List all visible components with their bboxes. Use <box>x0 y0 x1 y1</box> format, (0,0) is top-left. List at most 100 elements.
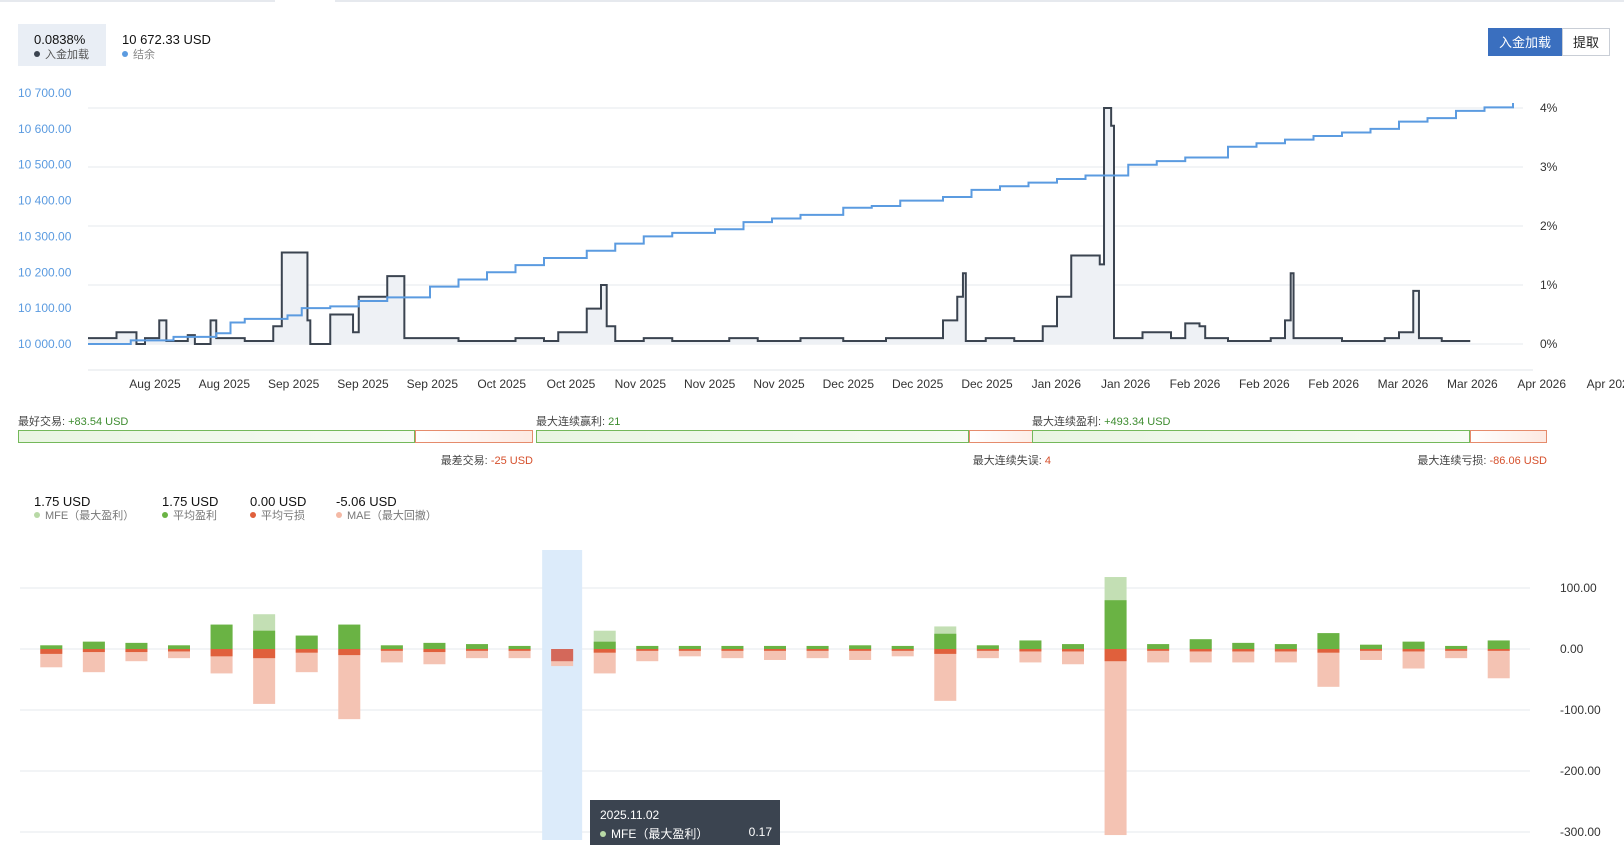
legend-value: 1.75 USD <box>162 494 219 509</box>
mae-bar <box>1189 649 1212 663</box>
loss-bar <box>338 649 361 656</box>
y-left-tick: 10 000.00 <box>18 337 72 351</box>
y-right-tick: 1% <box>1540 278 1558 292</box>
balance-label: 结余 <box>133 49 155 61</box>
mae-bar <box>338 649 361 720</box>
win-bar <box>1104 600 1127 649</box>
tooltip-row: MFE（最大盈利） 0.17 <box>600 825 772 842</box>
legend-dot-icon <box>336 512 342 518</box>
win-bar <box>253 630 276 649</box>
legend-label: 平均亏损 <box>261 510 305 522</box>
mae-bar <box>423 649 446 665</box>
loss-bar <box>764 649 786 651</box>
tooltip-value: 0.17 <box>748 825 772 839</box>
mae-bar <box>891 649 914 657</box>
load-value: 0.0838% <box>34 32 86 47</box>
loss-bar <box>1487 649 1510 651</box>
load-label: 入金加载 <box>45 49 89 61</box>
win-bar <box>423 642 446 649</box>
metric-top-text: 最大连续盈利: <box>1032 416 1102 428</box>
x-tick-label: Nov 2025 <box>684 377 736 391</box>
load-stat[interactable]: 0.0838% 入金加载 <box>18 24 106 66</box>
win-bar <box>593 641 616 649</box>
metric-bar-bad <box>1470 430 1547 443</box>
mae-bar <box>1232 649 1255 663</box>
metric-bottom-value: 4 <box>1044 455 1051 467</box>
metric-bar <box>18 430 533 443</box>
y-right-tick: 4% <box>1540 101 1558 115</box>
loss-bar <box>1360 649 1382 651</box>
loss-bar <box>806 649 829 651</box>
y-left-tick: 10 100.00 <box>18 301 72 315</box>
win-bar <box>295 635 318 649</box>
bar-y-tick: 100.00 <box>1560 581 1597 595</box>
mae-bar <box>636 649 659 662</box>
mae-bar <box>976 649 999 659</box>
balance-stat[interactable]: 10 672.33 USD 结余 <box>106 24 236 66</box>
x-tick-label: Oct 2025 <box>547 377 596 391</box>
legend-item[interactable]: 0.00 USD 平均亏损 <box>250 494 306 523</box>
loss-bar <box>551 649 574 662</box>
legend-dot-icon <box>34 512 40 518</box>
win-bar <box>125 642 148 649</box>
x-tick-label: Sep 2025 <box>407 377 459 391</box>
metric-bottom-label: 最大连续亏损: -86.06 USD <box>1032 452 1547 468</box>
win-bar <box>210 624 233 649</box>
win-bar <box>1189 639 1212 649</box>
mae-bar <box>1147 649 1170 663</box>
loss-bar <box>125 649 148 653</box>
y-left-tick: 10 200.00 <box>18 265 72 279</box>
win-bar <box>1019 640 1042 649</box>
legend-dot-icon <box>162 512 168 518</box>
legend-item[interactable]: 1.75 USD 平均盈利 <box>162 494 218 523</box>
x-tick-label: Feb 2026 <box>1308 377 1359 391</box>
mae-bar <box>721 649 744 659</box>
win-bar <box>380 645 403 649</box>
metric-top-text: 最好交易: <box>18 416 66 428</box>
mae-bar <box>253 649 276 704</box>
legend-value: -5.06 USD <box>336 494 397 509</box>
x-tick-label: Feb 2026 <box>1170 377 1221 391</box>
metric-top-label: 最好交易: +83.54 USD <box>18 413 128 429</box>
y-left-tick: 10 600.00 <box>18 122 72 136</box>
legend-item[interactable]: -5.06 USD MAE（最大回撤） <box>336 494 437 523</box>
legend-item[interactable]: 1.75 USD MFE（最大盈利） <box>34 494 134 523</box>
loss-bar <box>849 649 872 651</box>
tooltip-dot-icon <box>600 831 606 837</box>
mae-bar <box>593 649 616 674</box>
legend-value: 0.00 USD <box>250 494 307 509</box>
x-tick-label: Nov 2025 <box>753 377 805 391</box>
win-bar <box>678 645 701 649</box>
load-dot-icon <box>34 51 40 57</box>
x-tick-label: Aug 2025 <box>199 377 251 391</box>
y-left-tick: 10 300.00 <box>18 229 72 243</box>
legend-label: MAE（最大回撤） <box>347 510 437 522</box>
win-bar <box>1487 640 1510 649</box>
mae-bar <box>1062 649 1084 665</box>
loss-bar <box>423 649 446 653</box>
x-tick-label: Jan 2026 <box>1032 377 1082 391</box>
balance-chart[interactable]: 10 000.00 10 100.00 10 200.00 10 300.00 10 4… <box>0 0 1624 395</box>
deposit-load-button[interactable]: 入金加载 <box>1487 28 1562 56</box>
loss-bar <box>721 649 744 651</box>
mae-bar <box>678 649 701 657</box>
y-left-tick: 10 700.00 <box>18 86 72 100</box>
metric-bar-good <box>536 430 969 443</box>
win-bar <box>466 644 488 649</box>
loss-bar <box>380 649 403 651</box>
trade-bar-chart[interactable]: 100.00 0.00 -100.00 -200.00 -300.00 <box>0 550 1624 840</box>
win-bar <box>1147 644 1170 649</box>
x-tick-label: Sep 2025 <box>337 377 389 391</box>
legend-label: 平均盈利 <box>173 510 217 522</box>
mae-bar <box>849 649 872 660</box>
win-bar <box>40 645 63 649</box>
loss-bar <box>1317 649 1340 653</box>
balance-value: 10 672.33 USD <box>122 32 211 47</box>
withdraw-button[interactable]: 提取 <box>1561 28 1610 56</box>
mae-bar <box>1274 649 1297 663</box>
loss-bar <box>1147 649 1170 651</box>
win-bar <box>168 645 190 649</box>
win-bar <box>934 633 957 649</box>
win-bar <box>1232 642 1255 649</box>
toggle-buttons: 入金加载 提取 <box>1487 28 1610 56</box>
